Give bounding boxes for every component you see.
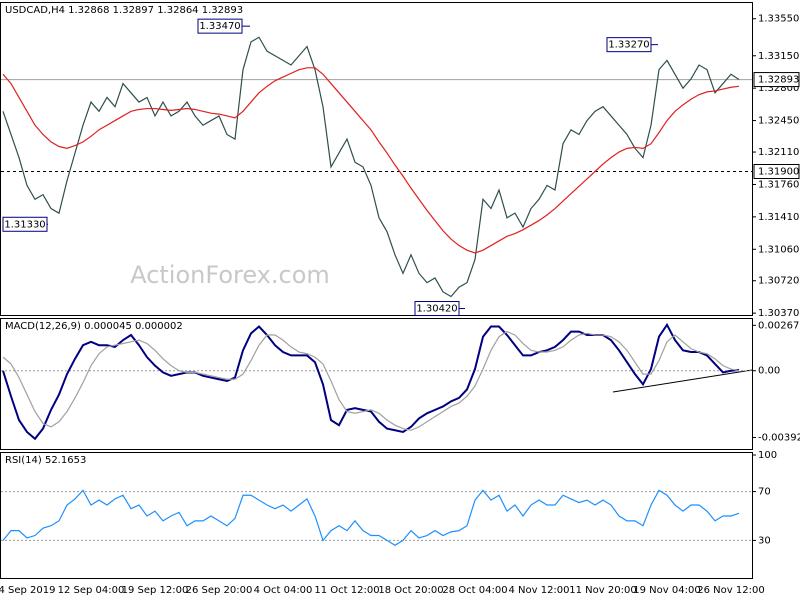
y-tick-label: 1.33150 (758, 51, 799, 62)
macd-title: MACD(12,26,9) 0.000045 0.000002 (5, 321, 183, 332)
y-tick-label: 100 (758, 450, 777, 461)
y-tick-label: 1.32800 (758, 83, 799, 94)
price-title: USDCAD,H4 1.32868 1.32897 1.32864 1.3289… (5, 5, 243, 16)
x-tick-label: 4 Nov 12:00 (508, 585, 569, 596)
y-tick-label: 1.30720 (758, 276, 799, 287)
annotation-box (197, 18, 243, 34)
x-tick-label: 28 Oct 04:00 (442, 585, 507, 596)
y-tick-label: 0.002671 (758, 320, 800, 331)
x-tick-label: 4 Sep 2019 (0, 585, 56, 596)
x-tick-label: 4 Oct 04:00 (254, 585, 313, 596)
annotation-label: 1.30420 (416, 304, 457, 315)
annotation-box (606, 37, 652, 53)
x-tick-label: 11 Oct 12:00 (314, 585, 379, 596)
level-label-box (753, 163, 800, 179)
price-label-box (753, 72, 800, 88)
price-label: 1.32893 (758, 75, 799, 86)
trendline (612, 369, 753, 393)
x-tick-label: 19 Nov 04:00 (633, 585, 700, 596)
series-line (2, 67, 740, 254)
y-tick-label: 1.31760 (758, 179, 799, 190)
series-line (2, 322, 740, 441)
y-tick-label: 1.31060 (758, 244, 799, 255)
macd-pane (0, 318, 753, 450)
y-tick-label: 70 (758, 487, 771, 498)
price-pane (0, 2, 753, 316)
annotation-box (414, 301, 460, 317)
y-tick-label: 0.00 (758, 366, 780, 377)
annotation-label: 1.33470 (199, 21, 240, 32)
y-tick-label: 1.30370 (758, 308, 799, 319)
y-tick-label: 1.32450 (758, 116, 799, 127)
x-tick-label: 18 Oct 20:00 (378, 585, 443, 596)
series-line (2, 36, 740, 298)
series-line (2, 489, 740, 546)
watermark: ActionForex.com (130, 261, 330, 289)
y-tick-label: -0.003922 (758, 432, 800, 443)
annotation-label: 1.31330 (4, 219, 45, 230)
x-tick-label: 12 Sep 04:00 (58, 585, 125, 596)
series-line (2, 330, 740, 431)
y-tick-label: 30 (758, 535, 771, 546)
x-tick-label: 26 Nov 12:00 (697, 585, 764, 596)
y-tick-label: 1.31410 (758, 212, 799, 223)
rsi-title: RSI(14) 52.1653 (5, 455, 86, 466)
x-tick-label: 26 Sep 20:00 (186, 585, 253, 596)
x-tick-label: 11 Nov 20:00 (569, 585, 636, 596)
level-label: 1.31900 (758, 166, 799, 177)
y-tick-label: 1.32110 (758, 147, 799, 158)
y-tick-label: 1.33550 (758, 14, 799, 25)
annotation-label: 1.33270 (608, 40, 649, 51)
x-tick-label: 19 Sep 12:00 (122, 585, 189, 596)
annotation-box (2, 216, 48, 232)
rsi-pane (0, 452, 753, 579)
